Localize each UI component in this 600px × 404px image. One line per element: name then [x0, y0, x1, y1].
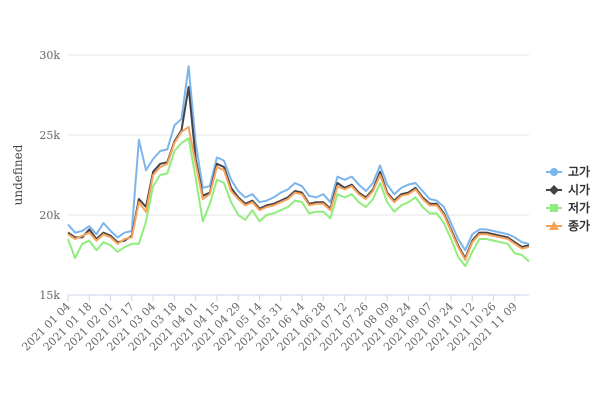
y-tick-label: 20k	[39, 209, 60, 222]
legend-label: 시가	[568, 182, 590, 197]
y-axis-title: undefined	[11, 144, 25, 205]
series-line	[67, 65, 530, 252]
series-line	[67, 126, 530, 261]
y-tick-label: 25k	[39, 129, 60, 142]
legend-marker	[550, 168, 558, 176]
legend-label: 종가	[568, 218, 590, 233]
y-tick-label: 30k	[39, 49, 60, 62]
legend-marker	[549, 221, 559, 230]
series-line	[67, 137, 530, 268]
legend-marker	[549, 185, 559, 195]
y-tick-label: 15k	[39, 289, 60, 302]
legend-marker	[550, 204, 558, 212]
legend-label: 고가	[568, 164, 590, 179]
legend-label: 저가	[568, 200, 590, 215]
